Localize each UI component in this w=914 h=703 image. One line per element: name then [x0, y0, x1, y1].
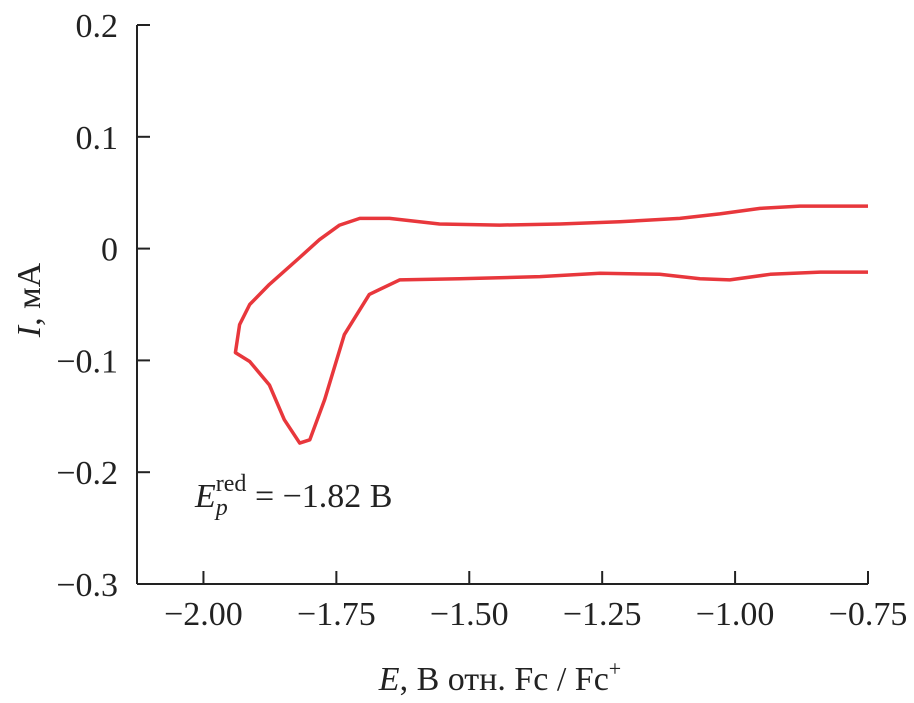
y-label-text: , мА [11, 262, 48, 326]
x-label-symbol: E [378, 661, 400, 698]
annotation-text: = −1.82 В [246, 478, 392, 515]
annotation-sub: p [214, 495, 228, 521]
annotation-symbol: E [194, 478, 216, 515]
x-axis-label: E, В отн. Fc / Fc+ [378, 656, 621, 698]
x-tick-label: −0.75 [829, 596, 908, 633]
x-tick-label: −2.00 [164, 596, 243, 633]
y-tick-label: 0.2 [76, 8, 119, 45]
x-label-sup: + [609, 656, 621, 681]
y-label-symbol: I [11, 324, 48, 338]
y-tick-label: 0.1 [76, 120, 119, 157]
annotation: Epred = −1.82 В [194, 471, 392, 521]
y-axis-label: I, мА [11, 262, 48, 338]
x-label-text: , В отн. Fc / Fc [400, 661, 609, 698]
y-tick-label: −0.2 [56, 455, 118, 492]
x-tick-label: −1.25 [563, 596, 642, 633]
x-tick-label: −1.75 [297, 596, 376, 633]
y-tick-label: −0.3 [56, 567, 118, 604]
x-tick-label: −1.00 [696, 596, 775, 633]
x-tick-label: −1.50 [430, 596, 509, 633]
cv-curve [233, 204, 868, 445]
y-tick-label: 0 [101, 232, 118, 269]
annotation-sup: red [216, 471, 247, 497]
y-tick-label: −0.1 [56, 343, 118, 380]
